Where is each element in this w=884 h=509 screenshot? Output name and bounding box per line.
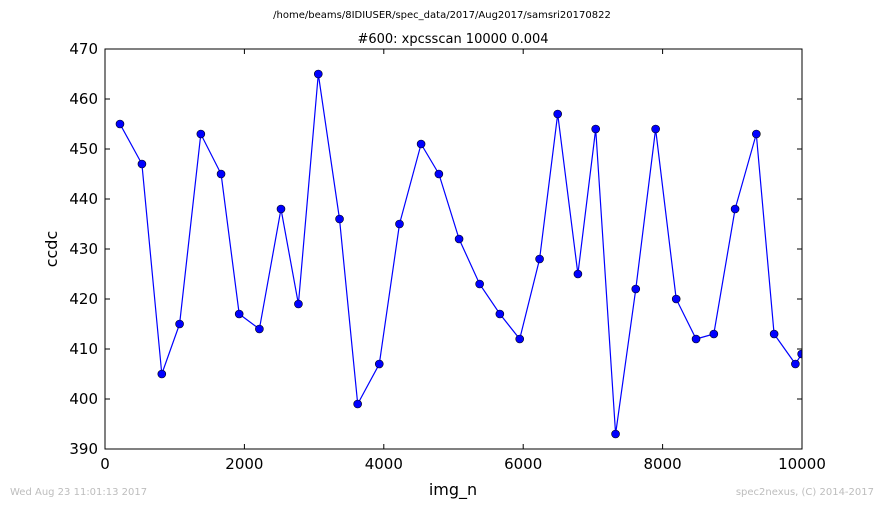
- plot-area: [104, 48, 803, 450]
- data-point: [115, 119, 125, 129]
- y-axis-label: ccdc: [42, 231, 61, 268]
- data-point: [651, 124, 660, 134]
- data-point: [335, 214, 344, 224]
- data-point: [175, 319, 184, 329]
- series-line: [119, 73, 802, 435]
- data-point: [535, 254, 544, 264]
- data-point: [276, 204, 286, 214]
- plot-frame: [104, 48, 803, 450]
- data-layer: [115, 69, 802, 439]
- y-axis-ticks: 390 400 410 420 430 440 450 460 470: [69, 40, 802, 458]
- data-point: [196, 129, 206, 139]
- x-tick-label: 4000: [365, 455, 403, 473]
- y-tick-label: 390: [69, 440, 98, 458]
- data-point: [137, 159, 147, 169]
- data-point: [730, 204, 740, 214]
- chart-title: #600: xpcsscan 10000 0.004: [357, 32, 548, 47]
- y-tick-label: 460: [69, 90, 98, 108]
- data-point: [631, 284, 641, 294]
- data-point: [495, 309, 505, 319]
- data-point: [395, 219, 404, 229]
- x-tick-label: 2000: [225, 455, 263, 473]
- data-point: [157, 369, 167, 379]
- data-point: [216, 169, 226, 179]
- data-point: [416, 139, 426, 149]
- data-point: [553, 109, 563, 119]
- data-point: [434, 169, 444, 179]
- data-point: [752, 129, 761, 139]
- y-tick-label: 470: [69, 40, 98, 58]
- y-tick-label: 410: [69, 340, 98, 358]
- data-point: [591, 124, 600, 134]
- y-tick-label: 400: [69, 390, 98, 408]
- data-point: [294, 299, 303, 309]
- x-tick-label: 6000: [504, 455, 542, 473]
- data-point: [709, 329, 719, 339]
- data-point: [573, 269, 583, 279]
- x-tick-label: 10000: [778, 455, 826, 473]
- y-tick-label: 440: [69, 190, 98, 208]
- credit-footer: spec2nexus, (C) 2014-2017: [735, 487, 874, 498]
- x-tick-label: 8000: [644, 455, 682, 473]
- data-point: [475, 279, 484, 289]
- x-tick-label: 0: [100, 455, 110, 473]
- y-tick-label: 430: [69, 240, 98, 258]
- data-point: [769, 329, 779, 339]
- data-point: [255, 324, 264, 334]
- y-tick-label: 450: [69, 140, 98, 158]
- data-point: [234, 309, 244, 319]
- data-point: [353, 399, 362, 409]
- data-point: [671, 294, 681, 304]
- data-point: [691, 334, 701, 344]
- x-axis-ticks: 0 2000 4000 6000 8000 10000: [100, 49, 826, 473]
- data-point: [611, 429, 620, 439]
- file-path-header: /home/beams/8IDIUSER/spec_data/2017/Aug2…: [273, 10, 611, 21]
- y-tick-label: 420: [69, 290, 98, 308]
- timestamp-footer: Wed Aug 23 11:01:13 2017: [10, 487, 148, 498]
- x-axis-label: img_n: [429, 480, 477, 500]
- data-point: [454, 234, 464, 244]
- data-point: [791, 359, 800, 369]
- data-point: [515, 334, 525, 344]
- data-point: [313, 69, 323, 79]
- data-point: [374, 359, 384, 369]
